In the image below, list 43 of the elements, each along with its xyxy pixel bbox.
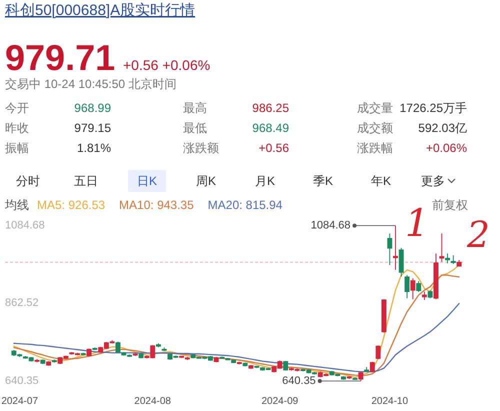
text: 592.03亿 [418, 121, 467, 135]
text: +0.06% [426, 141, 468, 155]
y-tick-label: 1084.68 [5, 220, 45, 232]
text: 2 [466, 215, 490, 256]
text: 日K [136, 174, 158, 188]
text: 季K [312, 174, 334, 188]
text: 成交额 [357, 121, 393, 135]
text: 1726.25万手 [400, 101, 467, 115]
text: +0.56 +0.06% [123, 57, 210, 73]
x-tick-label: 2024-07 [1, 396, 38, 407]
text: 今开 [5, 101, 29, 115]
annotation: 1 [405, 201, 430, 245]
text: 年K [370, 174, 392, 188]
x-tick-label: 2024-10 [371, 396, 409, 407]
text: 最高 [183, 101, 207, 115]
annotation: 1084.68 [310, 220, 351, 232]
text: 周K [196, 174, 216, 188]
chart-title: 科创50[000688]A股实时行情 [5, 2, 196, 19]
text: 交易中 10-24 10:45:50 北京时间 [5, 77, 176, 91]
y-tick-label: 640.35 [5, 374, 39, 387]
x-tick-label: 2024-09 [262, 396, 299, 407]
text: 振幅 [5, 141, 29, 155]
text: 979.15 [74, 121, 112, 135]
text: 昨收 [5, 121, 29, 135]
text: 月K [254, 174, 276, 188]
text: 更多 [421, 174, 445, 188]
text: 最低 [183, 121, 207, 135]
annotation: 640.35 [282, 374, 316, 387]
text: 979.71 [5, 37, 116, 78]
text: 分时 [16, 174, 40, 188]
legend: 均线 MA5: 926.53 MA10: 943.35 MA20: 815.94 [5, 198, 282, 212]
text: 成交量 [357, 101, 393, 115]
x-tick-label: 2024-08 [134, 396, 172, 407]
text: +0.56 [258, 141, 290, 155]
text: 986.25 [252, 101, 290, 115]
text: 五日 [74, 174, 98, 188]
text: 968.49 [252, 121, 290, 135]
text: 前复权 [432, 198, 468, 212]
y-tick-label: 862.52 [5, 297, 39, 310]
text: 涨跌额 [183, 141, 219, 155]
text: 1.81% [76, 141, 112, 155]
text: 968.99 [74, 101, 112, 115]
text: 涨跌幅 [357, 141, 393, 155]
